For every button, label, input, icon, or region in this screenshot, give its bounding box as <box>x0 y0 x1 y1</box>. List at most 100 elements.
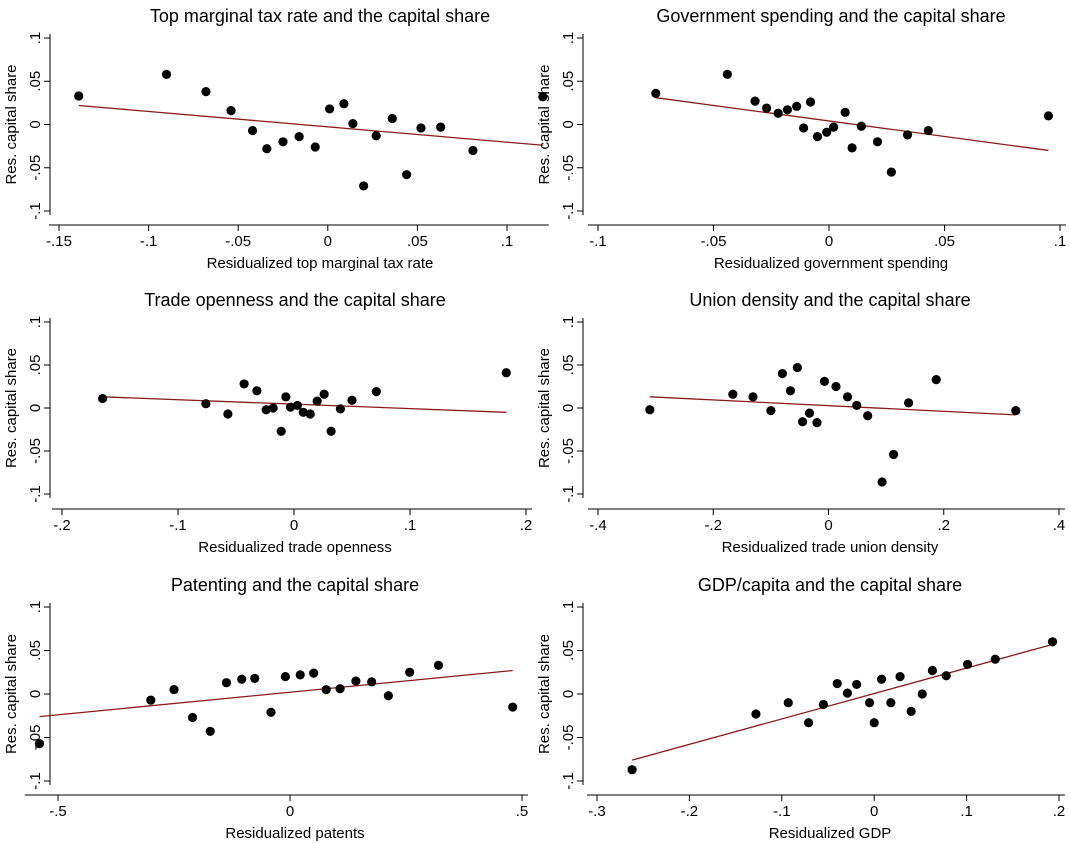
panel-3: Trade openness and the capital share-.1-… <box>3 290 532 556</box>
data-point <box>766 405 776 416</box>
data-point <box>927 665 938 676</box>
y-tick-label: 0 <box>560 690 577 698</box>
x-tick-label: 0 <box>824 517 832 534</box>
data-point <box>292 400 303 411</box>
x-tick-label: 0 <box>825 233 833 250</box>
x-tick-label: .4 <box>1053 517 1066 534</box>
data-point <box>777 369 788 379</box>
data-point <box>335 684 345 694</box>
x-tick-label: 0 <box>290 517 298 534</box>
x-axis-label: Residualized trade openness <box>198 539 391 556</box>
y-axis-label: Res. capital share <box>536 64 553 184</box>
y-tick-label: .1 <box>27 32 44 45</box>
data-point <box>876 674 887 684</box>
data-point <box>223 409 233 419</box>
data-point <box>280 672 290 682</box>
data-point <box>842 392 853 402</box>
y-tick-label: .05 <box>27 640 44 661</box>
x-axis-label: Residualized patents <box>225 825 364 842</box>
y-tick-label: 0 <box>560 404 577 412</box>
y-tick-label: -.05 <box>27 438 44 464</box>
y-axis-label: Res. capital share <box>3 634 20 754</box>
data-point <box>312 396 322 406</box>
data-point <box>869 718 879 728</box>
data-point <box>832 678 842 689</box>
data-point <box>818 699 828 710</box>
x-tick-label: -.1 <box>773 803 791 820</box>
panel-4: Union density and the capital share -.1 -.… <box>536 290 1065 556</box>
data-point <box>782 105 793 115</box>
data-point <box>295 670 305 680</box>
fit-line <box>102 396 507 413</box>
data-point <box>722 69 732 79</box>
data-point <box>226 106 236 116</box>
data-point <box>508 702 518 712</box>
panel-title: Government spending and the capital shar… <box>656 6 1005 26</box>
data-point <box>812 132 823 142</box>
data-point <box>798 123 809 133</box>
data-point <box>252 386 262 396</box>
data-point <box>872 137 883 147</box>
y-tick-label: .1 <box>27 601 44 614</box>
data-point <box>298 407 308 417</box>
y-tick-label: -.1 <box>560 485 577 503</box>
fit-line <box>655 97 1049 152</box>
data-point <box>1011 405 1021 416</box>
data-point <box>187 712 198 723</box>
data-point <box>247 125 258 136</box>
data-point <box>250 673 260 683</box>
x-tick-label: -.2 <box>681 803 699 820</box>
data-point <box>847 143 857 153</box>
data-point <box>237 674 247 684</box>
data-point <box>627 765 637 775</box>
data-point <box>903 398 914 408</box>
data-point <box>1047 637 1058 647</box>
data-point <box>819 376 830 386</box>
x-tick-label: 0 <box>324 233 332 250</box>
data-point <box>262 144 272 154</box>
panel-1: Top marginal tax rate and the capital sh… <box>3 6 549 272</box>
fit-line <box>78 104 543 146</box>
data-point <box>310 142 320 152</box>
data-point <box>324 104 335 114</box>
panel-2: Government spending and the capital shar… <box>536 6 1066 272</box>
data-point <box>402 170 412 180</box>
data-point <box>822 127 832 137</box>
panel-title: Trade openness and the capital share <box>144 290 446 310</box>
y-tick-label: -.05 <box>560 438 577 464</box>
data-point <box>161 69 172 79</box>
data-point <box>783 698 793 708</box>
data-point <box>371 131 381 141</box>
data-point <box>326 426 336 436</box>
y-tick-label: 0 <box>27 690 44 698</box>
x-axis-label: Residualized top marginal tax rate <box>207 255 434 272</box>
data-point <box>239 379 249 389</box>
y-tick-label: .1 <box>560 601 577 614</box>
data-point <box>804 408 815 418</box>
data-point <box>261 405 271 415</box>
y-tick-label: -.1 <box>560 202 577 220</box>
data-point <box>405 667 415 677</box>
data-point <box>321 685 331 695</box>
x-tick-label: -.15 <box>46 233 72 250</box>
x-tick-label: -.05 <box>225 233 251 250</box>
data-point <box>803 718 814 728</box>
data-point <box>886 167 896 177</box>
y-axis-label: Res. capital share <box>3 64 20 184</box>
data-point <box>371 387 381 397</box>
data-point <box>895 672 905 682</box>
data-point <box>831 381 841 392</box>
data-point <box>886 698 896 708</box>
data-point <box>773 108 783 118</box>
data-point <box>285 402 296 412</box>
data-point <box>348 119 358 129</box>
data-point <box>728 389 738 399</box>
data-point <box>840 107 850 117</box>
y-tick-label: .1 <box>27 316 44 329</box>
data-point <box>852 400 862 411</box>
y-axis-label: Res. capital share <box>536 634 553 754</box>
data-point <box>34 738 45 749</box>
data-point <box>1043 111 1054 121</box>
data-point <box>856 121 866 131</box>
